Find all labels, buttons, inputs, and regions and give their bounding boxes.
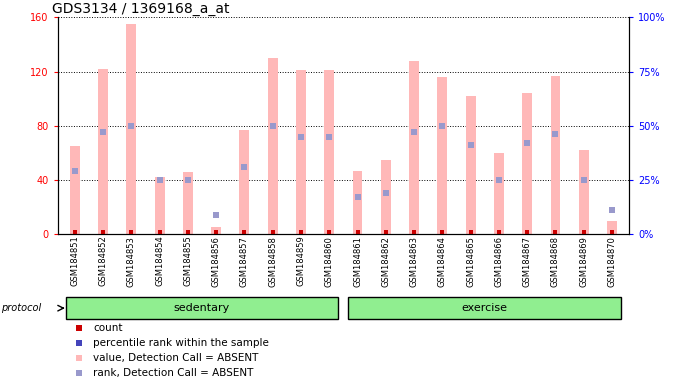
Bar [409,61,419,234]
Bar [381,160,391,234]
Bar [98,69,108,234]
Bar [154,177,165,234]
Bar [126,24,136,234]
Bar [70,146,80,234]
Text: exercise: exercise [462,303,508,313]
Bar [65,297,339,319]
Bar [296,70,306,234]
Bar [466,96,475,234]
Bar [268,58,277,234]
Bar [324,70,334,234]
Text: sedentary: sedentary [174,303,230,313]
Text: GDS3134 / 1369168_a_at: GDS3134 / 1369168_a_at [52,2,230,16]
Text: protocol: protocol [1,303,41,313]
Bar [551,76,560,234]
Bar [437,77,447,234]
Bar [579,150,589,234]
Text: value, Detection Call = ABSENT: value, Detection Call = ABSENT [93,353,259,363]
Text: percentile rank within the sample: percentile rank within the sample [93,338,269,348]
Bar [183,172,193,234]
Bar [522,93,532,234]
Text: rank, Detection Call = ABSENT: rank, Detection Call = ABSENT [93,368,254,378]
Text: count: count [93,323,123,333]
Bar [348,297,622,319]
Bar [239,130,250,234]
Bar [607,221,617,234]
Bar [494,153,504,234]
Bar [353,170,362,234]
Bar [211,227,221,234]
